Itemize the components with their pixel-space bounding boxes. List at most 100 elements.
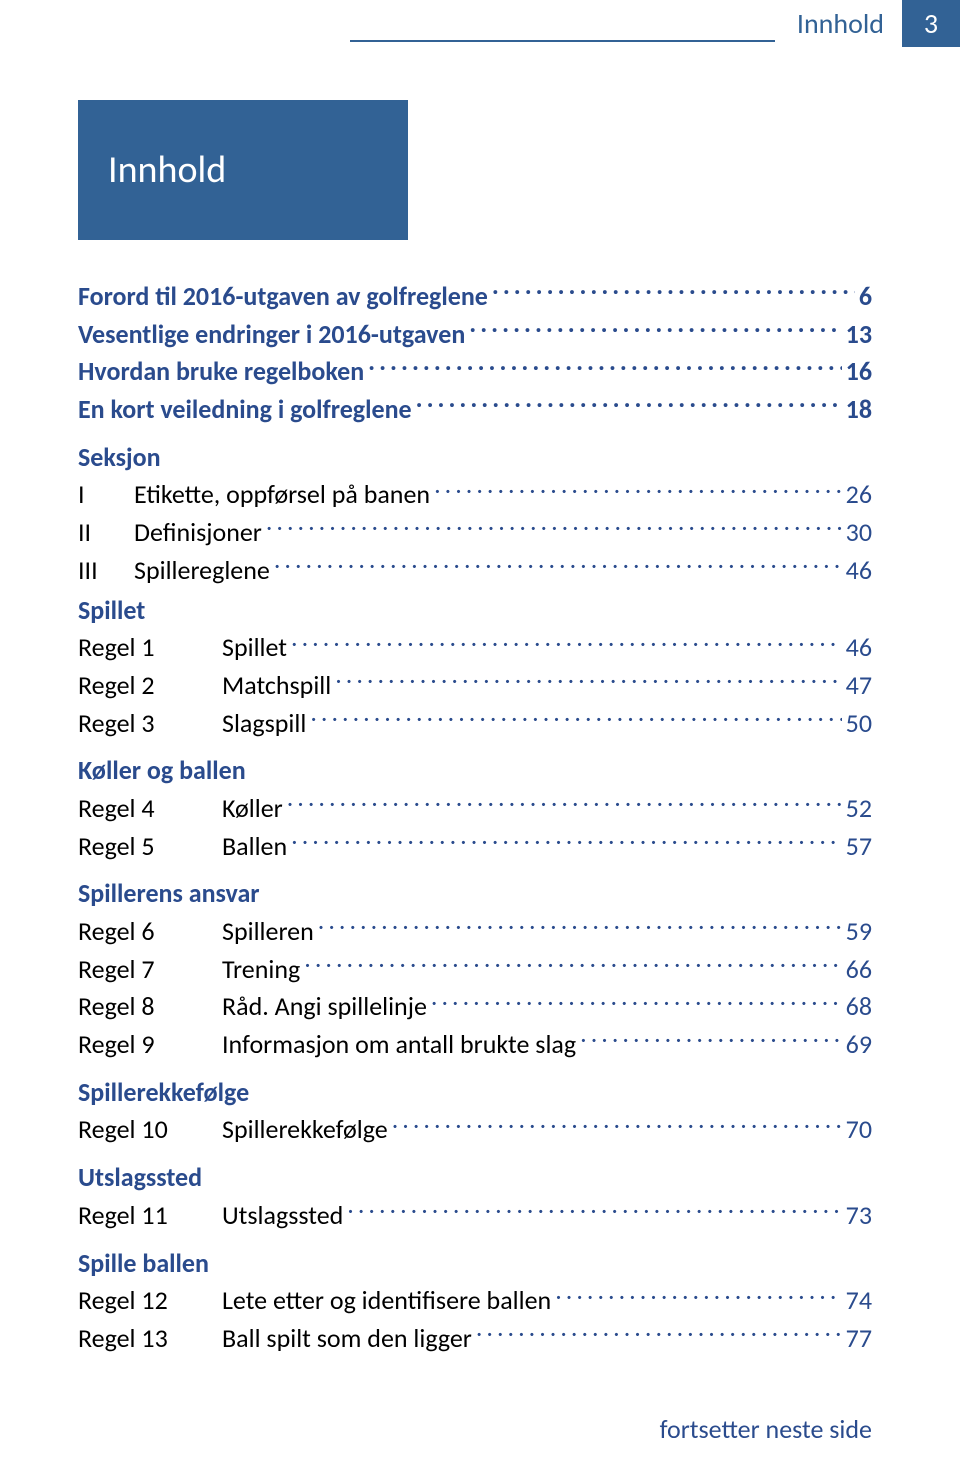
rule-label: Matchspill: [222, 669, 331, 701]
toc-entry[interactable]: IIDefinisjoner 30: [78, 514, 872, 552]
toc-label: Regel 3Slagspill: [78, 705, 306, 743]
rule-label: Utslagssted: [222, 1199, 343, 1231]
toc-entry[interactable]: Regel 2Matchspill 47: [78, 667, 872, 705]
leader-dots: [266, 515, 842, 541]
leader-dots: [469, 317, 841, 343]
title-text: Innhold: [108, 147, 226, 193]
rule-label: Spillerekkefølge: [222, 1113, 388, 1145]
group-heading: Spillerens ansvar: [78, 875, 872, 913]
rule-number: Regel 9: [78, 1026, 222, 1064]
header-section-label: Innhold: [775, 0, 902, 47]
seksjon-list: IEtikette, oppførsel på banen26IIDefinis…: [78, 476, 872, 589]
toc-label: Regel 2Matchspill: [78, 667, 331, 705]
toc-entry[interactable]: IIISpillereglene 46: [78, 552, 872, 590]
seksjon-label: Definisjoner: [134, 516, 262, 548]
rule-number: Regel 8: [78, 988, 222, 1026]
toc-page: 47: [846, 667, 872, 705]
toc-label: Regel 5Ballen: [78, 828, 287, 866]
group-heading: Spillerekkefølge: [78, 1074, 872, 1112]
toc-entry[interactable]: Vesentlige endringer i 2016-utgaven13: [78, 316, 872, 354]
rule-label: Spillet: [222, 631, 287, 663]
group-heading: Spille ballen: [78, 1245, 872, 1283]
toc-label: IEtikette, oppførsel på banen: [78, 476, 430, 514]
leader-dots: [368, 354, 841, 380]
page-header: Innhold 3: [350, 0, 960, 47]
toc-entry[interactable]: Regel 8Råd. Angi spillelinje 68: [78, 988, 872, 1026]
leader-dots: [476, 1321, 842, 1347]
toc-page: 46: [846, 629, 872, 667]
toc-page: 57: [846, 828, 872, 866]
toc-page: 69: [846, 1026, 872, 1064]
seksjon-number: I: [78, 476, 134, 514]
leader-dots: [274, 553, 842, 579]
toc-entry[interactable]: Regel 7Trening66: [78, 951, 872, 989]
leader-dots: [392, 1112, 842, 1138]
leader-dots: [555, 1283, 841, 1309]
toc-label: En kort veiledning i golfreglene: [78, 391, 412, 429]
leader-dots: [434, 477, 842, 503]
rule-label: Køller: [222, 792, 283, 824]
rule-label: Råd. Angi spillelinje: [222, 990, 427, 1022]
toc-entry[interactable]: Regel 11Utslagssted 73: [78, 1197, 872, 1235]
toc-page: 30: [846, 514, 872, 552]
toc-page: 77: [846, 1320, 872, 1358]
group-heading: Køller og ballen: [78, 752, 872, 790]
toc-page: 74: [846, 1282, 872, 1320]
rule-label: Slagspill: [222, 707, 306, 739]
rule-number: Regel 10: [78, 1111, 222, 1149]
toc-label: Regel 6Spilleren: [78, 913, 314, 951]
toc-entry[interactable]: Regel 6Spilleren59: [78, 913, 872, 951]
toc-label: Regel 4Køller: [78, 790, 283, 828]
toc-label: IIISpillereglene: [78, 552, 270, 590]
seksjon-heading: Seksjon: [78, 439, 872, 477]
toc-label: Vesentlige endringer i 2016-utgaven: [78, 316, 465, 354]
toc-entry[interactable]: Forord til 2016-utgaven av golfreglene 6: [78, 278, 872, 316]
toc-label: Regel 9Informasjon om antall brukte slag: [78, 1026, 576, 1064]
toc-entry[interactable]: Regel 1Spillet 46: [78, 629, 872, 667]
rule-number: Regel 13: [78, 1320, 222, 1358]
toc-entry[interactable]: Regel 5Ballen 57: [78, 828, 872, 866]
toc-page: 18: [846, 391, 872, 429]
toc-page: 50: [846, 705, 872, 743]
leader-dots: [431, 989, 842, 1015]
leader-dots: [291, 829, 842, 855]
toc-entry[interactable]: Regel 12Lete etter og identifisere balle…: [78, 1282, 872, 1320]
rule-label: Ball spilt som den ligger: [222, 1322, 472, 1354]
toc-page: 73: [846, 1197, 872, 1235]
toc-label: Regel 12Lete etter og identifisere balle…: [78, 1282, 551, 1320]
toc-entry[interactable]: Regel 13Ball spilt som den ligger 77: [78, 1320, 872, 1358]
toc-entry[interactable]: Regel 4Køller52: [78, 790, 872, 828]
toc-entry[interactable]: Regel 10Spillerekkefølge70: [78, 1111, 872, 1149]
seksjon-number: III: [78, 552, 134, 590]
rule-number: Regel 12: [78, 1282, 222, 1320]
header-rule: [350, 0, 775, 42]
toc-entry[interactable]: Regel 3Slagspill 50: [78, 705, 872, 743]
rule-label: Spilleren: [222, 915, 314, 947]
toc-label: Regel 7Trening: [78, 951, 300, 989]
leader-dots: [580, 1027, 842, 1053]
rule-number: Regel 2: [78, 667, 222, 705]
group-heading: Spillet: [78, 592, 872, 630]
toc-entry[interactable]: Regel 9Informasjon om antall brukte slag…: [78, 1026, 872, 1064]
leader-dots: [492, 279, 855, 305]
toc-entry[interactable]: En kort veiledning i golfreglene 18: [78, 391, 872, 429]
leader-dots: [335, 668, 841, 694]
toc-page: 6: [859, 278, 872, 316]
leader-dots: [310, 706, 841, 732]
toc-entry[interactable]: Hvordan bruke regelboken16: [78, 353, 872, 391]
toc-entry[interactable]: IEtikette, oppførsel på banen26: [78, 476, 872, 514]
toc-label: IIDefinisjoner: [78, 514, 262, 552]
rule-number: Regel 7: [78, 951, 222, 989]
toc-label: Regel 11Utslagssted: [78, 1197, 343, 1235]
leader-dots: [416, 392, 842, 418]
leader-dots: [287, 791, 842, 817]
toc-label: Regel 1Spillet: [78, 629, 287, 667]
toc-page: 46: [846, 552, 872, 590]
toc-label: Forord til 2016-utgaven av golfreglene: [78, 278, 488, 316]
rule-number: Regel 6: [78, 913, 222, 951]
leader-dots: [318, 914, 842, 940]
rule-number: Regel 4: [78, 790, 222, 828]
toc-page: 68: [846, 988, 872, 1026]
leader-dots: [291, 630, 842, 656]
rule-label: Ballen: [222, 830, 287, 862]
